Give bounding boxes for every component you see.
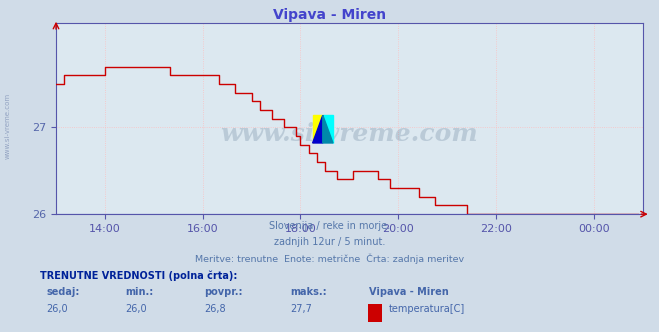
Polygon shape (312, 115, 323, 143)
Text: Vipava - Miren: Vipava - Miren (369, 287, 449, 297)
Text: TRENUTNE VREDNOSTI (polna črta):: TRENUTNE VREDNOSTI (polna črta): (40, 271, 237, 281)
Text: zadnjih 12ur / 5 minut.: zadnjih 12ur / 5 minut. (273, 237, 386, 247)
Polygon shape (312, 115, 323, 143)
Text: Vipava - Miren: Vipava - Miren (273, 8, 386, 22)
Polygon shape (323, 115, 333, 143)
Text: www.si-vreme.com: www.si-vreme.com (220, 122, 478, 146)
Text: maks.:: maks.: (290, 287, 327, 297)
Text: min.:: min.: (125, 287, 154, 297)
Text: 26,0: 26,0 (125, 304, 147, 314)
Text: www.si-vreme.com: www.si-vreme.com (5, 93, 11, 159)
Text: Meritve: trenutne  Enote: metrične  Črta: zadnja meritev: Meritve: trenutne Enote: metrične Črta: … (195, 254, 464, 265)
Text: Slovenija / reke in morje.: Slovenija / reke in morje. (269, 221, 390, 231)
Text: 27,7: 27,7 (290, 304, 312, 314)
Text: 26,8: 26,8 (204, 304, 226, 314)
Text: povpr.:: povpr.: (204, 287, 243, 297)
Text: temperatura[C]: temperatura[C] (389, 304, 465, 314)
Text: sedaj:: sedaj: (46, 287, 80, 297)
Polygon shape (323, 115, 333, 143)
Text: 26,0: 26,0 (46, 304, 68, 314)
